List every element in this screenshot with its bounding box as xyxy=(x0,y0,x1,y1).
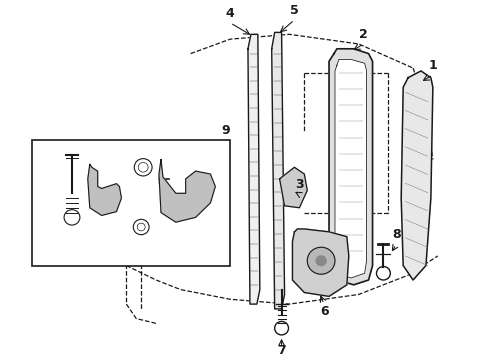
Text: 3: 3 xyxy=(295,178,304,191)
Polygon shape xyxy=(329,49,372,285)
Text: 5: 5 xyxy=(290,4,299,17)
Polygon shape xyxy=(280,167,307,208)
Text: 1: 1 xyxy=(428,59,437,72)
Polygon shape xyxy=(335,59,367,278)
Text: 6: 6 xyxy=(320,305,328,318)
Polygon shape xyxy=(293,229,349,296)
Polygon shape xyxy=(88,165,122,215)
Circle shape xyxy=(316,256,326,266)
Text: 8: 8 xyxy=(392,228,401,241)
Text: 9: 9 xyxy=(221,124,229,137)
Polygon shape xyxy=(159,159,215,222)
FancyBboxPatch shape xyxy=(32,140,230,266)
Polygon shape xyxy=(248,34,260,304)
Circle shape xyxy=(307,247,335,274)
Polygon shape xyxy=(401,71,433,280)
Text: 4: 4 xyxy=(226,6,235,20)
Text: 2: 2 xyxy=(359,28,368,41)
Polygon shape xyxy=(271,32,285,309)
Text: 7: 7 xyxy=(277,344,286,357)
